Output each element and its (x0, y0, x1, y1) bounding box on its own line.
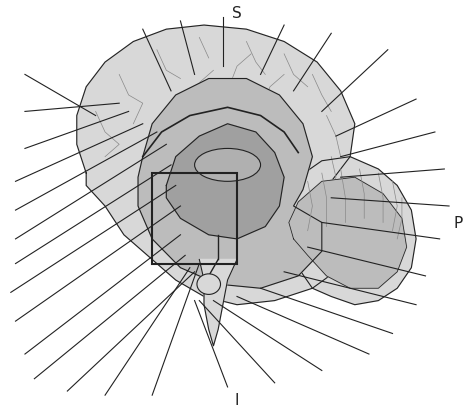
Circle shape (197, 274, 220, 295)
Ellipse shape (195, 149, 261, 182)
Polygon shape (77, 26, 355, 305)
Polygon shape (289, 178, 407, 289)
Polygon shape (275, 157, 416, 305)
Text: I: I (235, 392, 239, 407)
Text: P: P (454, 216, 463, 230)
Polygon shape (138, 79, 322, 289)
Text: S: S (232, 6, 242, 21)
Polygon shape (166, 124, 284, 239)
Polygon shape (199, 260, 237, 346)
Bar (152, 174, 237, 264)
